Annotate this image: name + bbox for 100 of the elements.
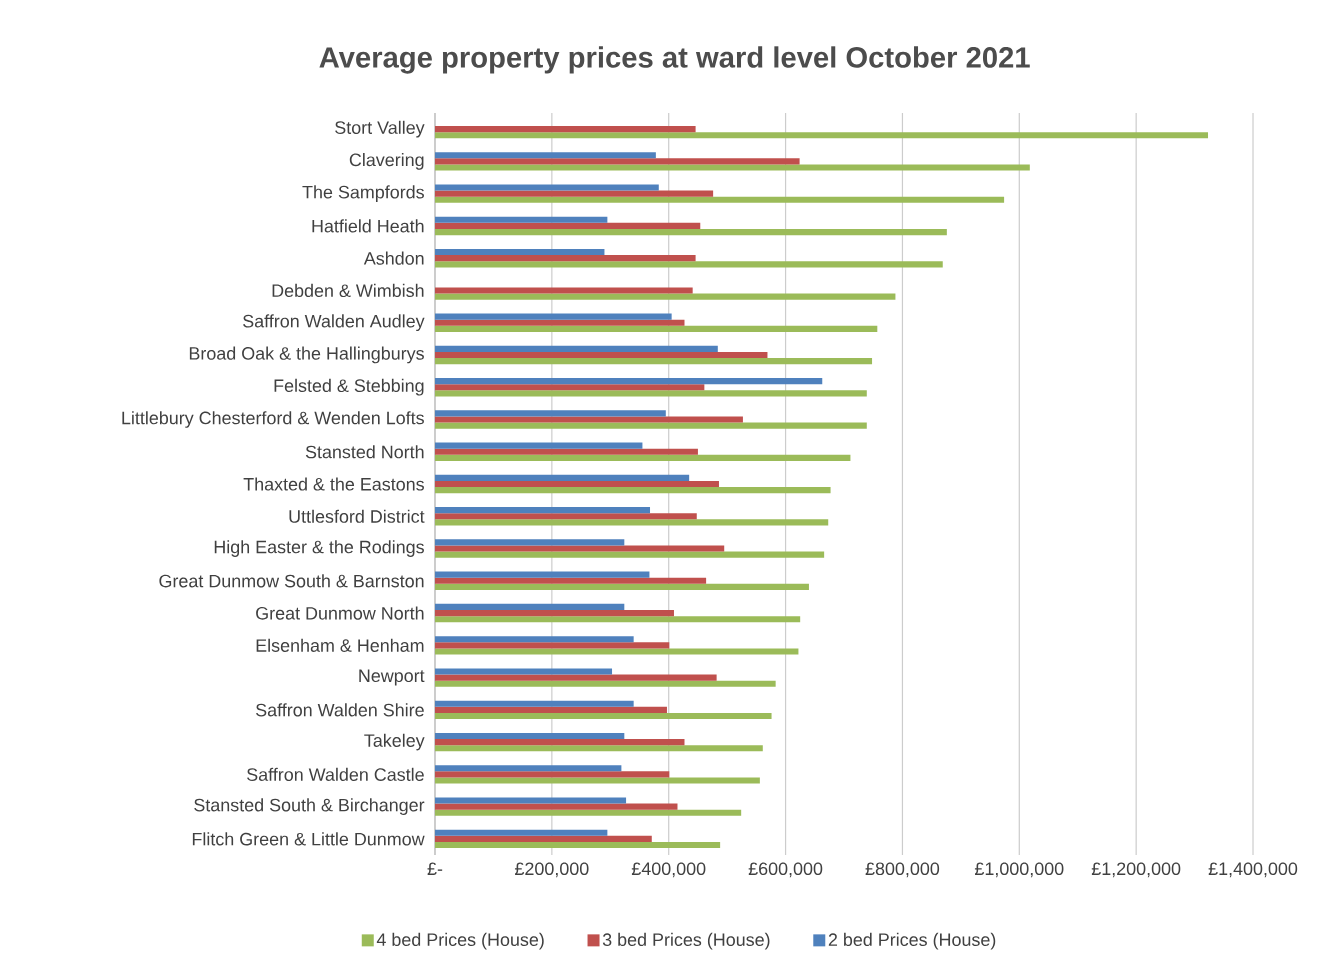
- y-tick-label: Clavering: [349, 153, 424, 170]
- bar: [435, 132, 1209, 139]
- bar: [435, 184, 659, 191]
- y-tick-label: Saffron Walden Castle: [247, 767, 424, 781]
- x-tick-label: £200,000: [514, 862, 589, 878]
- bar: [435, 216, 608, 223]
- x-tick-label: £600,000: [748, 862, 823, 878]
- bar: [435, 164, 1030, 171]
- y-tick-label: Thaxted & the Eastons: [243, 477, 424, 491]
- bar: [435, 410, 666, 417]
- y-tick-label: Saffron Walden Audley: [243, 314, 425, 332]
- bar: [435, 603, 625, 610]
- bar: [435, 739, 685, 746]
- bar: [435, 545, 725, 552]
- bar: [435, 390, 867, 397]
- bar: [435, 648, 799, 655]
- y-tick-label: Stansted North: [305, 445, 424, 459]
- bar: [435, 196, 1005, 203]
- bar: [435, 777, 760, 784]
- bar: [435, 706, 667, 713]
- y-tick-label: Elsenham & Henham: [256, 638, 424, 652]
- bar: [435, 448, 698, 455]
- bar: [435, 577, 707, 584]
- bar: [435, 680, 776, 687]
- bar: [435, 248, 605, 256]
- bar: [435, 829, 608, 836]
- y-tick-label: Flitch Green & Little Dunmow: [192, 832, 425, 846]
- bar: [435, 519, 829, 526]
- bar: [435, 771, 670, 778]
- y-tick-label: Littlebury Chesterford & Wenden Lofts: [122, 411, 424, 428]
- y-tick-label: Saffron Walden Shire: [255, 703, 424, 717]
- bar: [435, 571, 650, 578]
- bar: [435, 351, 768, 359]
- y-tick-label: Great Dunmow North: [256, 606, 424, 620]
- x-tick-label: £400,000: [631, 862, 706, 878]
- bar: [435, 416, 743, 423]
- y-tick-label: Debden & Wimbish: [272, 283, 424, 298]
- bar: [435, 797, 627, 804]
- bar: [435, 732, 625, 740]
- x-tick-label: £800,000: [865, 862, 940, 878]
- bar: [435, 539, 625, 546]
- bar: [435, 609, 674, 617]
- bar: [435, 378, 823, 385]
- y-tick-label: Ashdon: [363, 251, 424, 265]
- bar: [435, 222, 701, 229]
- bar: [435, 835, 652, 842]
- bar: [435, 809, 742, 816]
- y-tick-label: Broad Oak & the Hallingburys: [189, 346, 424, 364]
- y-tick-label: High Easter & the Rodings: [214, 540, 424, 557]
- bar: [435, 190, 714, 197]
- bar: [435, 422, 867, 429]
- bar: [435, 507, 651, 514]
- y-tick-label: Hatfield Heath: [312, 219, 424, 233]
- bar: [435, 480, 719, 488]
- y-tick-label: Stansted South & Birchanger: [194, 798, 425, 815]
- bar: [435, 261, 943, 268]
- bar: [435, 700, 634, 707]
- bar: [435, 384, 705, 391]
- bar: [435, 487, 831, 494]
- bar: [435, 228, 947, 236]
- legend-label: 2 bed Prices (House): [828, 932, 996, 950]
- legend-label: 4 bed Prices (House): [376, 932, 544, 950]
- legend-label: 3 bed Prices (House): [602, 932, 770, 950]
- bar: [435, 442, 643, 449]
- bar: [435, 313, 672, 320]
- y-tick-label: Newport: [359, 669, 425, 686]
- y-tick-label: Uttlesford District: [289, 509, 425, 523]
- x-tick-label: £-: [427, 862, 443, 875]
- bar: [435, 152, 656, 159]
- bar: [435, 765, 622, 772]
- x-tick-label: £1,200,000: [1091, 862, 1181, 878]
- bar: [435, 287, 693, 294]
- bar: [435, 474, 690, 481]
- bar: [435, 616, 801, 623]
- y-tick-label: Felsted & Stebbing: [274, 378, 424, 396]
- bar: [435, 551, 825, 558]
- bar: [435, 745, 763, 752]
- y-tick-label: The Sampfords: [302, 185, 424, 203]
- y-tick-label: Takeley: [364, 733, 425, 751]
- bar: [435, 325, 878, 332]
- bar: [435, 642, 670, 649]
- bar: [435, 668, 613, 675]
- bar: [435, 674, 717, 681]
- x-tick-label: £1,000,000: [974, 862, 1064, 878]
- bar: [435, 358, 873, 365]
- bar: [435, 454, 851, 461]
- y-tick-label: Stort Valley: [335, 120, 425, 138]
- bar: [435, 126, 696, 133]
- y-tick-label: Great Dunmow South & Barnston: [159, 574, 424, 588]
- bar: [435, 255, 696, 262]
- bar: [435, 841, 721, 849]
- bar: [435, 636, 634, 643]
- bar: [435, 158, 800, 165]
- bar: [435, 583, 809, 590]
- bar: [435, 319, 685, 326]
- bar: [435, 513, 697, 520]
- bar: [435, 345, 718, 352]
- chart-title: Average property prices at ward level October 2021: [319, 46, 1030, 74]
- x-tick-label: £1,400,000: [1208, 862, 1298, 878]
- bar: [435, 293, 896, 300]
